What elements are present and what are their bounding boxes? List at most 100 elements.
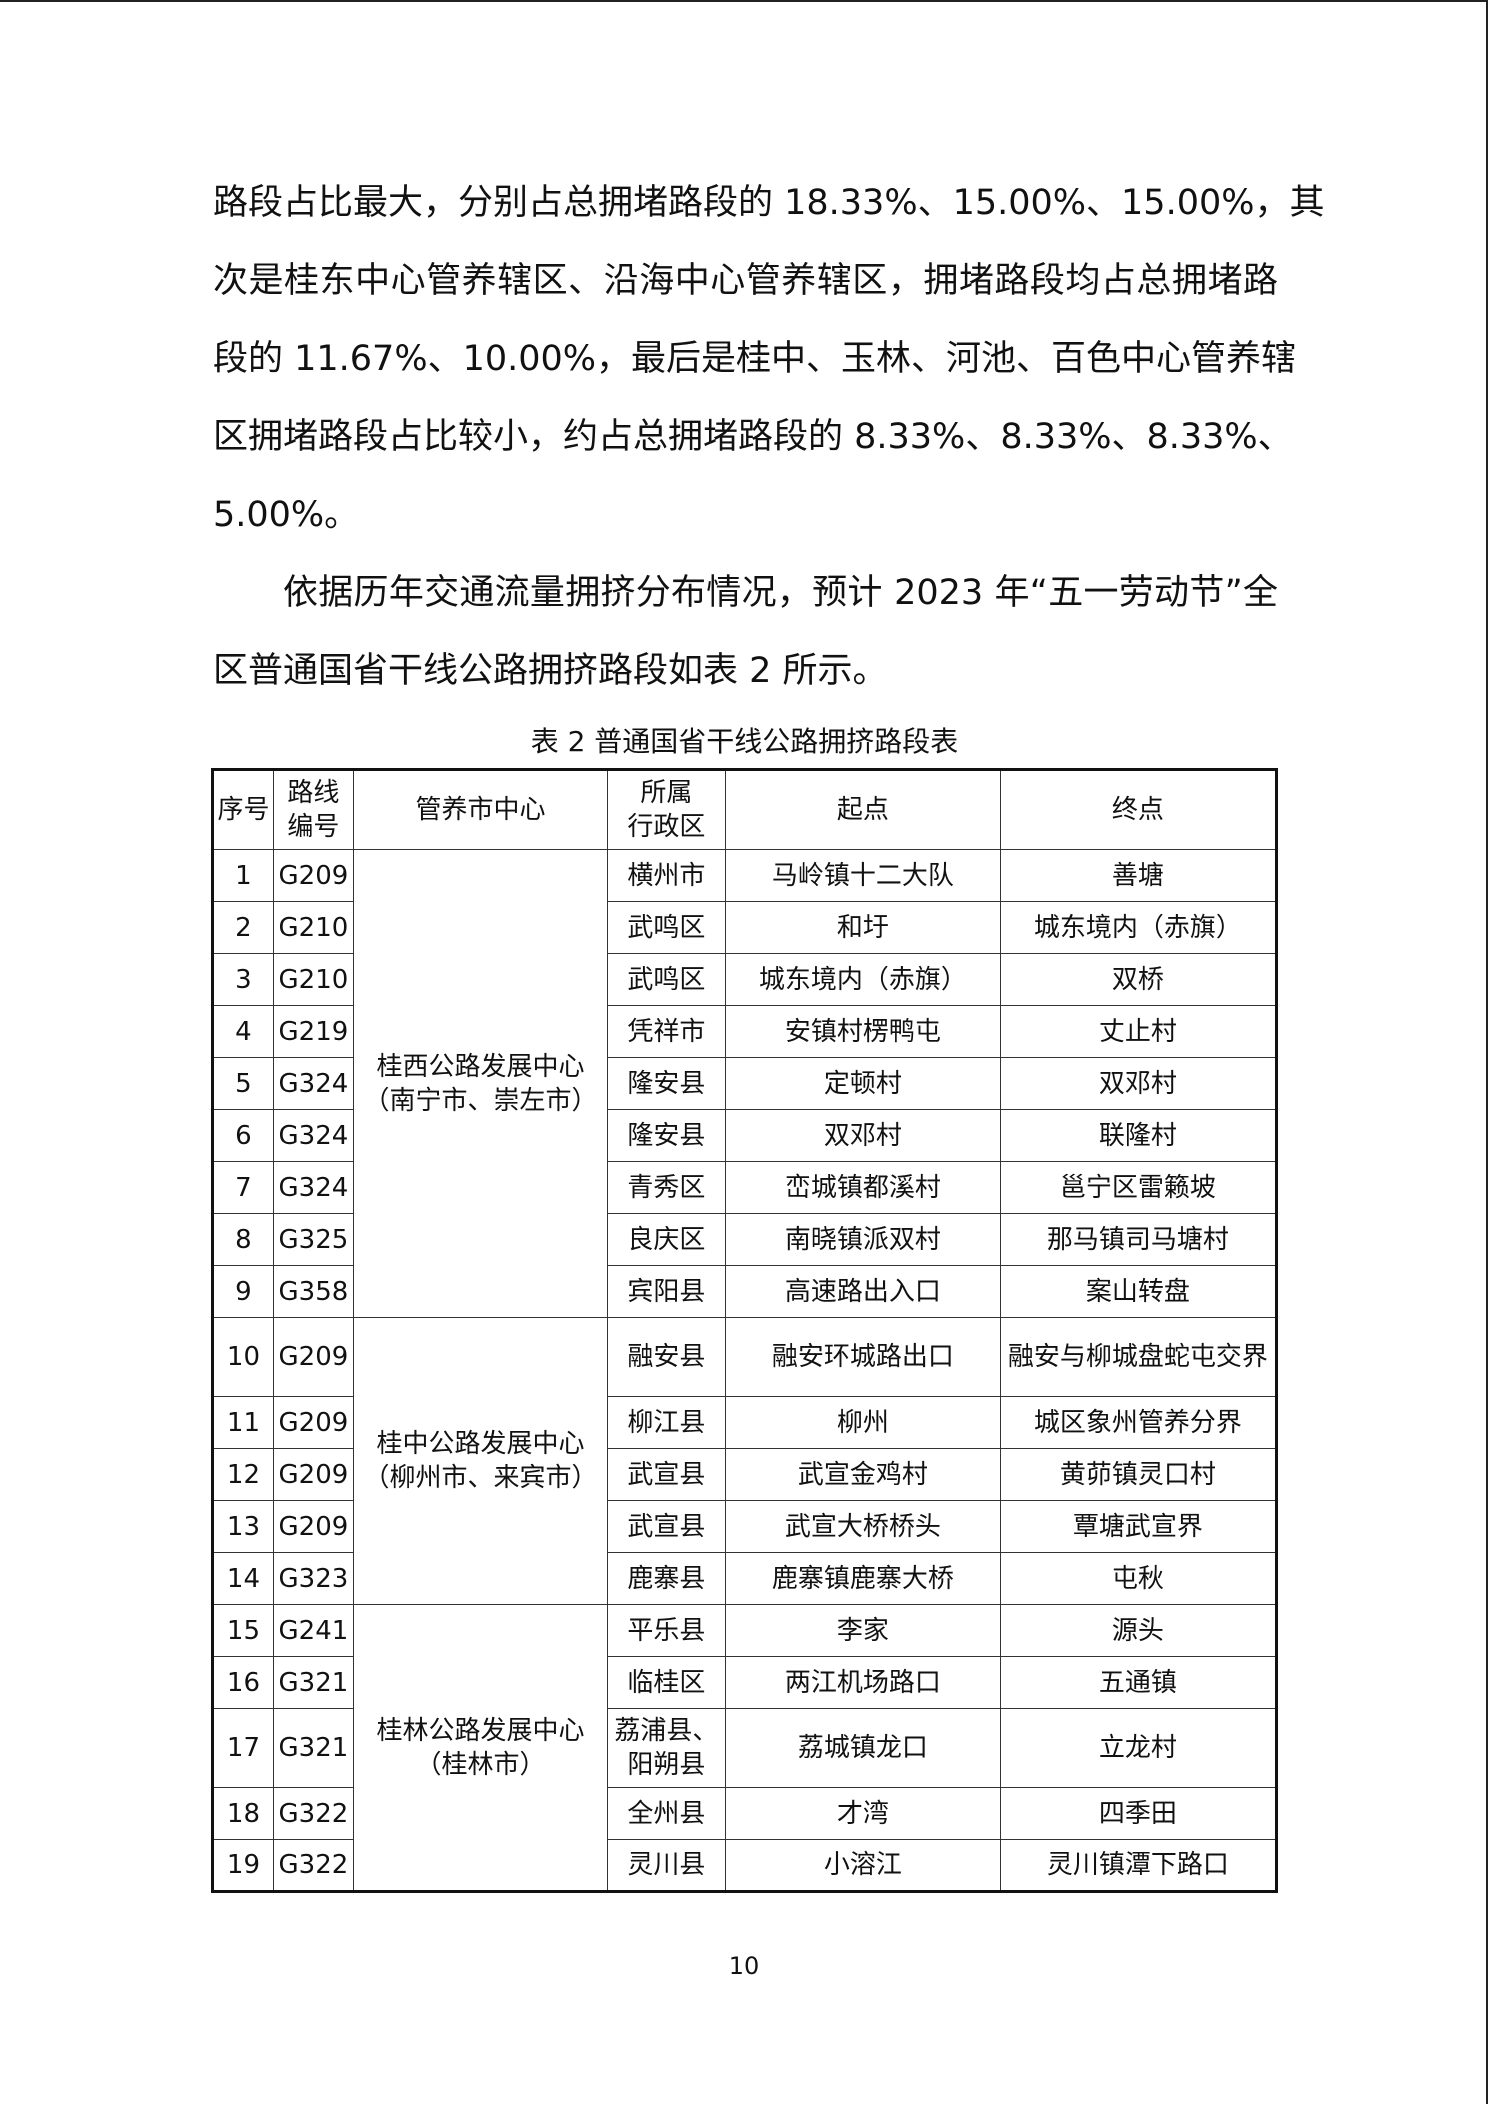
cell-district: 鹿寨县 [607,1552,726,1605]
center-name: 桂林公路发展中心 [376,1715,585,1746]
cell-district: 武宣县 [607,1448,726,1501]
cell-route: G325 [272,1213,354,1266]
cell-no: 9 [212,1265,274,1318]
cell-district: 武宣县 [607,1500,726,1553]
cell-route: G209 [272,1396,354,1449]
cell-district: 全州县 [607,1787,726,1840]
cell-route: G321 [272,1656,354,1709]
cell-no: 16 [212,1656,274,1709]
cell-route: G210 [272,953,354,1006]
cell-district: 青秀区 [607,1161,726,1214]
cell-route: G324 [272,1109,354,1162]
header-route-line1: 路线 [287,778,340,808]
cell-district: 良庆区 [607,1213,726,1266]
cell-no: 12 [212,1448,274,1501]
text-line: 次是桂东中心管养辖区、沿海中心管养辖区，拥堵路段均占总拥堵路 [213,261,1278,301]
page-border-top [0,0,1488,2]
cell-no: 6 [212,1109,274,1162]
cell-route: G209 [272,849,354,902]
cell-no: 8 [212,1213,274,1266]
cell-start: 融安环城路出口 [724,1317,1001,1397]
cell-end: 城区象州管养分界 [999,1396,1278,1449]
cell-end: 双邓村 [999,1057,1278,1110]
cell-end: 邕宁区雷籁坡 [999,1161,1278,1214]
cell-start: 两江机场路口 [724,1656,1001,1709]
cell-route: G322 [272,1787,354,1840]
cell-no: 19 [212,1839,274,1892]
cell-end: 五通镇 [999,1656,1278,1709]
cell-route: G219 [272,1005,354,1058]
cell-route: G209 [272,1500,354,1553]
table-row: 4 G219 凭祥市 安镇村楞鸭屯 丈止村 [212,1005,1278,1058]
cell-route: G241 [272,1604,354,1657]
table-row: 5 G324 隆安县 定顿村 双邓村 [212,1057,1278,1110]
cell-end: 屯秋 [999,1552,1278,1605]
table-caption: 表 2 普通国省干线公路拥挤路段表 [530,725,959,758]
table-row: 14 G323 鹿寨县 鹿寨镇鹿寨大桥 屯秋 [212,1552,1278,1605]
cell-end: 源头 [999,1604,1278,1657]
table-row: 12 G209 武宣县 武宣金鸡村 黄茆镇灵口村 [212,1448,1278,1501]
cell-district: 凭祥市 [607,1005,726,1058]
header-center: 管养市中心 [352,769,609,850]
cell-end: 善塘 [999,849,1278,902]
cell-district: 融安县 [607,1317,726,1397]
congestion-table: 序号 路线 编号 管养市中心 所属 行政区 起点 终点 1 G209 桂西公路发展中心（… [211,768,1278,1893]
cell-start: 城东境内（赤旗） [724,953,1001,1006]
cell-district: 隆安县 [607,1109,726,1162]
center-cities: （桂林市） [415,1749,546,1780]
table-row: 16 G321 临桂区 两江机场路口 五通镇 [212,1656,1278,1709]
cell-end: 双桥 [999,953,1278,1006]
cell-no: 18 [212,1787,274,1840]
cell-district: 横州市 [607,849,726,902]
cell-route: G324 [272,1057,354,1110]
table-row: 19 G322 灵川县 小溶江 灵川镇潭下路口 [212,1839,1278,1892]
table-row: 15 G241 桂林公路发展中心 （桂林市） 平乐县 李家 源头 [212,1604,1278,1892]
cell-end: 那马镇司马塘村 [999,1213,1278,1266]
cell-route: G209 [272,1317,354,1397]
cell-no: 3 [212,953,274,1006]
cell-center: 桂林公路发展中心 （桂林市） [352,1604,609,1892]
table-row: 8 G325 良庆区 南晓镇派双村 那马镇司马塘村 [212,1213,1278,1266]
cell-center: 桂中公路发展中心 （柳州市、来宾市） [352,1317,609,1605]
cell-route: G322 [272,1839,354,1892]
cell-start: 双邓村 [724,1109,1001,1162]
cell-start: 才湾 [724,1787,1001,1840]
cell-district: 隆安县 [607,1057,726,1110]
cell-start: 和圩 [724,901,1001,954]
cell-no: 14 [212,1552,274,1605]
cell-no: 2 [212,901,274,954]
cell-end: 案山转盘 [999,1265,1278,1318]
table-row: 17 G321 荔浦县、阳朔县 荔城镇龙口 立龙村 [212,1708,1278,1788]
cell-end: 立龙村 [999,1708,1278,1788]
cell-end: 覃塘武宣界 [999,1500,1278,1553]
cell-end: 城东境内（赤旗） [999,901,1278,954]
table-row: 10 G209 桂中公路发展中心 （柳州市、来宾市） 融安县 融安环城路出口 融安与柳城盘蛇… [212,1317,1278,1605]
cell-start: 马岭镇十二大队 [724,849,1001,902]
cell-start: 李家 [724,1604,1001,1657]
cell-district: 武鸣区 [607,953,726,1006]
header-route-line2: 编号 [287,812,340,842]
cell-district: 荔浦县、阳朔县 [607,1708,726,1788]
page-number: 10 [728,1952,760,1980]
text-line: 依据历年交通流量拥挤分布情况，预计 2023 年“五一劳动节”全 [283,573,1278,613]
cell-route: G358 [272,1265,354,1318]
text-line: 段的 11.67%、10.00%，最后是桂中、玉林、河池、百色中心管养辖 [213,339,1297,379]
cell-start: 荔城镇龙口 [724,1708,1001,1788]
cell-end: 丈止村 [999,1005,1278,1058]
cell-district: 灵川县 [607,1839,726,1892]
cell-start: 南晓镇派双村 [724,1213,1001,1266]
cell-start: 鹿寨镇鹿寨大桥 [724,1552,1001,1605]
cell-start: 柳州 [724,1396,1001,1449]
text-line: 区拥堵路段占比较小，约占总拥堵路段的 8.33%、8.33%、8.33%、 [213,417,1293,457]
cell-district: 临桂区 [607,1656,726,1709]
cell-no: 13 [212,1500,274,1553]
header-route: 路线 编号 [272,769,354,850]
text-line: 区普通国省干线公路拥挤路段如表 2 所示。 [213,651,888,691]
cell-district: 柳江县 [607,1396,726,1449]
table-row: 9 G358 宾阳县 高速路出入口 案山转盘 [212,1265,1278,1318]
cell-district: 宾阳县 [607,1265,726,1318]
table-row: 2 G210 武鸣区 和圩 城东境内（赤旗） [212,901,1278,954]
cell-start: 小溶江 [724,1839,1001,1892]
center-name: 桂西公路发展中心 [376,1051,585,1082]
paragraph-1: 路段占比最大，分别占总拥堵路段的 18.33%、15.00%、15.00%，其 … [213,164,1325,554]
